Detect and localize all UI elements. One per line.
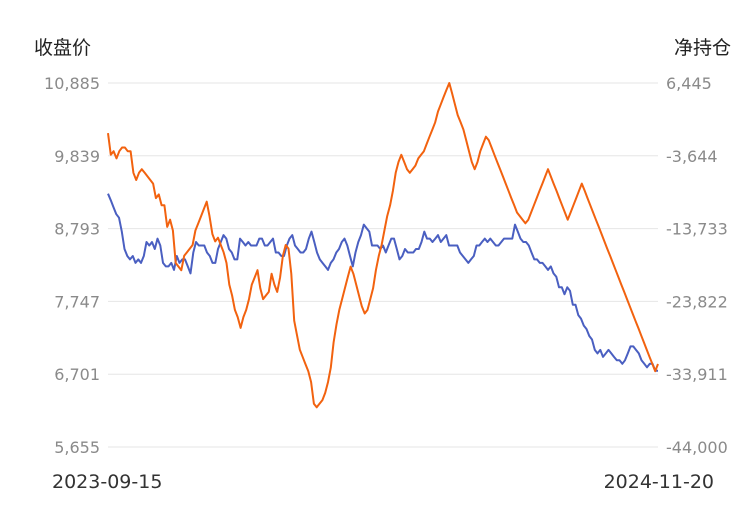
right-tick-label: -3,644 xyxy=(666,147,718,166)
right-tick-label: -33,911 xyxy=(666,365,728,384)
grid-lines xyxy=(108,82,658,448)
close-price-line xyxy=(107,193,658,372)
net-position-line xyxy=(107,82,659,409)
start-date-label: 2023-09-15 xyxy=(52,471,162,493)
right-tick-label: -13,733 xyxy=(666,220,728,239)
end-date-label: 2024-11-20 xyxy=(604,471,714,493)
left-axis-ticks: 10,885 9,839 8,793 7,747 6,701 5,655 xyxy=(44,74,100,457)
left-tick-label: 9,839 xyxy=(54,147,100,166)
left-tick-label: 10,885 xyxy=(44,74,100,93)
right-axis-title: 净持仓 xyxy=(674,37,731,59)
right-tick-label: 6,445 xyxy=(666,74,712,93)
left-axis-title: 收盘价 xyxy=(34,37,91,59)
left-tick-label: 7,747 xyxy=(54,292,100,311)
left-tick-label: 8,793 xyxy=(54,220,100,239)
right-tick-label: -44,000 xyxy=(666,438,728,457)
left-tick-label: 5,655 xyxy=(54,438,100,457)
right-tick-label: -23,822 xyxy=(666,292,728,311)
left-tick-label: 6,701 xyxy=(54,365,100,384)
right-axis-ticks: 6,445 -3,644 -13,733 -23,822 -33,911 -44,000 xyxy=(666,74,728,457)
